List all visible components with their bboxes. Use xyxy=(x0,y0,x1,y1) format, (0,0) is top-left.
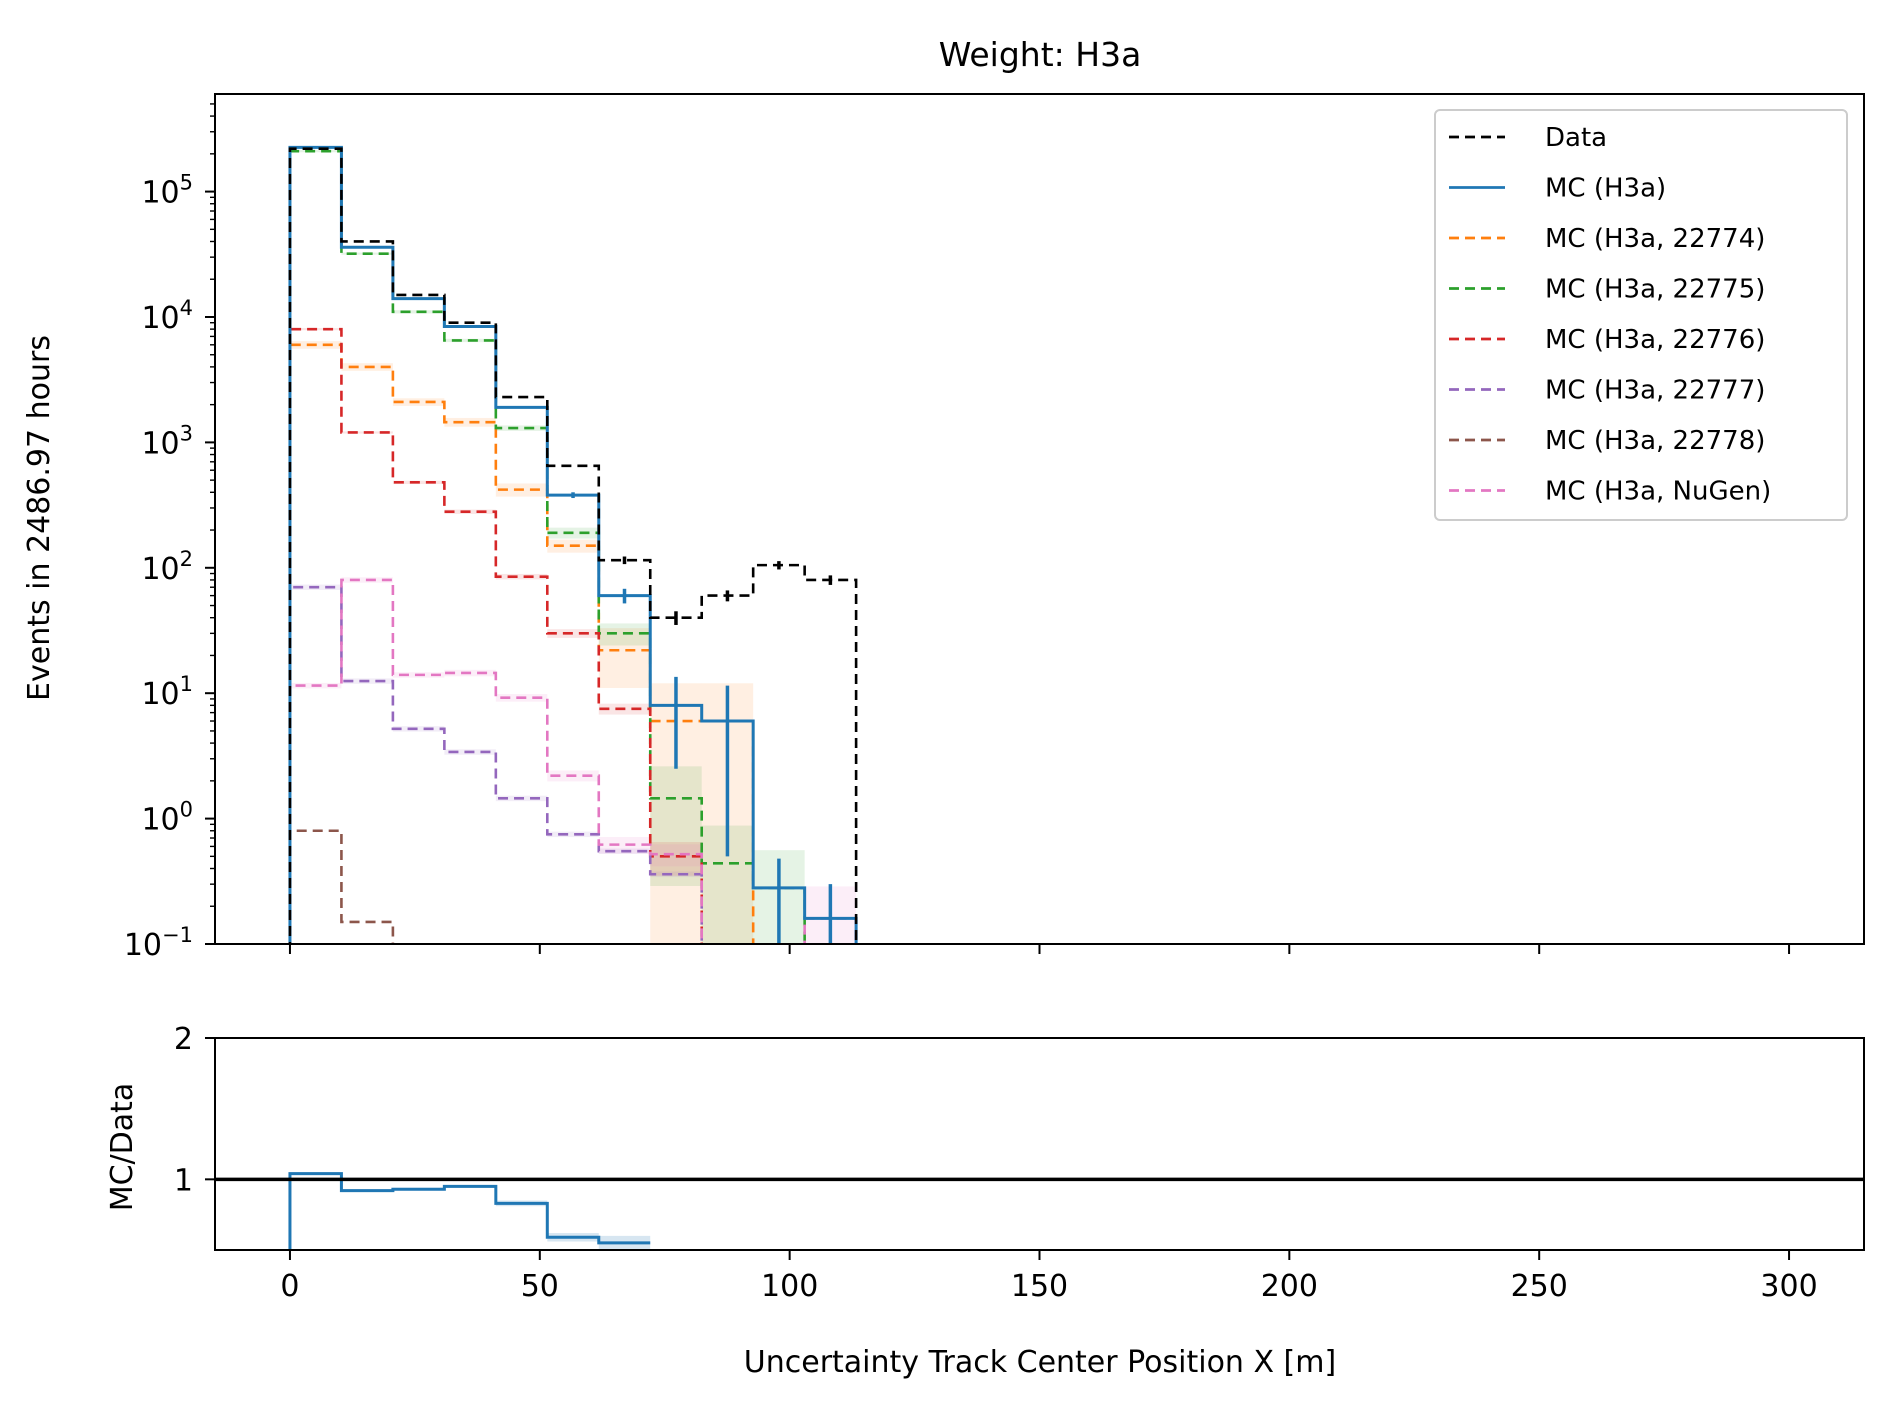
ratio-ylabel: MC/Data xyxy=(105,1083,140,1212)
ratio-plot-area xyxy=(288,1172,651,1250)
main-ylabel: Events in 2486.97 hours xyxy=(22,335,57,701)
legend-entry-label: MC (H3a) xyxy=(1545,174,1666,204)
x-tick-label: 150 xyxy=(1011,1269,1068,1304)
x-tick-label: 250 xyxy=(1511,1269,1568,1304)
ratio-panel: 1 2 0 50 100 150 200 250 300 xyxy=(174,1022,1865,1304)
uncertainty-band xyxy=(547,629,599,638)
uncertainty-band xyxy=(392,726,445,732)
x-tick-label: 100 xyxy=(761,1269,818,1304)
uncertainty-band xyxy=(547,831,599,838)
legend-entry-label: Data xyxy=(1545,123,1607,153)
ratio-step-line xyxy=(288,1172,651,1250)
y-tick-label: 100 xyxy=(141,798,193,838)
y-tick-label: 104 xyxy=(141,296,193,336)
uncertainty-band xyxy=(598,837,651,854)
uncertainty-band xyxy=(598,628,651,689)
uncertainty-band xyxy=(495,425,548,431)
x-tick-label: 0 xyxy=(280,1269,299,1304)
uncertainty-band xyxy=(495,573,548,580)
y-tick-label: 101 xyxy=(141,672,193,712)
legend: Data MC (H3a) MC (H3a, 22774) MC (H3a, 2277… xyxy=(1434,109,1848,521)
legend-entry-label: MC (H3a, 22777) xyxy=(1545,376,1765,406)
main-plot-area xyxy=(288,145,858,944)
ratio-y-tick-label: 1 xyxy=(174,1163,193,1198)
y-tick-label: 103 xyxy=(141,421,193,461)
legend-entry-label: MC (H3a, 22775) xyxy=(1545,275,1765,305)
histogram-line xyxy=(288,585,704,944)
main-histogram-panel: 10−1 100 101 102 103 104 105 xyxy=(124,93,1865,963)
uncertainty-band xyxy=(650,871,702,878)
legend-entry-label: MC (H3a, NuGen) xyxy=(1545,477,1771,507)
x-tick-label: 300 xyxy=(1760,1269,1817,1304)
ratio-y-tick-label: 2 xyxy=(174,1022,193,1057)
uncertainty-band xyxy=(289,150,342,153)
legend-entry-label: MC (H3a, 22778) xyxy=(1545,426,1765,456)
y-tick-label: 10−1 xyxy=(124,923,193,963)
histogram-line xyxy=(288,578,858,944)
x-tick-label: 50 xyxy=(521,1269,559,1304)
y-tick-label: 102 xyxy=(141,547,193,587)
uncertainty-band xyxy=(650,766,702,887)
legend-entry-label: MC (H3a, 22774) xyxy=(1545,224,1765,254)
chart-title: Weight: H3a xyxy=(939,35,1142,74)
ratio-axes-frame xyxy=(214,1037,1865,1251)
histogram-line xyxy=(288,147,858,944)
y-tick-label: 105 xyxy=(141,171,193,211)
legend-box xyxy=(1434,109,1848,521)
legend-entry-label: MC (H3a, 22776) xyxy=(1545,325,1765,355)
x-tick-label: 200 xyxy=(1261,1269,1318,1304)
histogram-line xyxy=(288,327,704,944)
uncertainty-band xyxy=(650,842,702,876)
x-axis-label: Uncertainty Track Center Position X [m] xyxy=(744,1345,1336,1380)
